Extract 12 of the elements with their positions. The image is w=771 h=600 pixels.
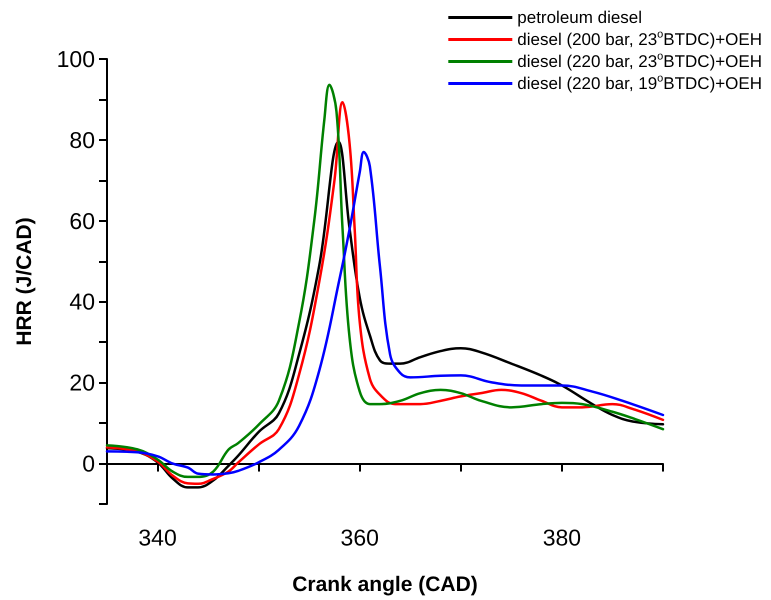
x-tick-label: 380 — [542, 524, 582, 550]
y-tick-label: 0 — [82, 450, 95, 477]
legend-label: petroleum diesel — [517, 8, 642, 27]
y-tick-label: 80 — [69, 126, 95, 153]
y-tick-label: 100 — [56, 46, 95, 72]
y-axis-title: HRR (J/CAD) — [13, 217, 36, 346]
y-tick-label: 40 — [69, 288, 95, 315]
x-tick-label: 360 — [340, 524, 379, 550]
y-tick-label: 20 — [69, 370, 95, 396]
y-tick-label: 60 — [69, 208, 95, 234]
x-tick-label: 340 — [138, 524, 177, 550]
x-axis-title: Crank angle (CAD) — [292, 573, 478, 596]
